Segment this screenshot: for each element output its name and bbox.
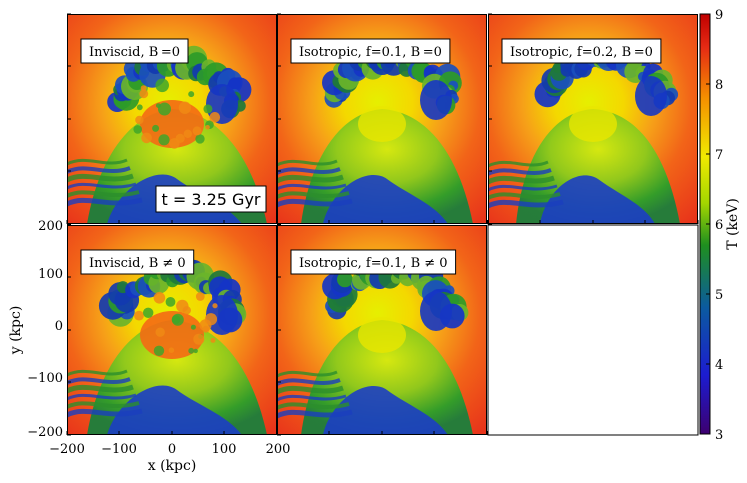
y-tick-label: 100	[38, 267, 63, 282]
colorbar-tick-label: 3	[715, 428, 723, 443]
time-label-box: t = 3.25 Gyr	[155, 185, 267, 213]
colorbar-label: T (keV)	[725, 198, 741, 250]
svg-text:Isotropic, f=0.1, B =0: Isotropic, f=0.1, B =0	[299, 45, 442, 60]
top-right-x-tick: 200	[266, 442, 291, 457]
x-tick-label: −200	[49, 442, 85, 457]
panel-label: Inviscid, B ≠ 0	[80, 249, 195, 275]
x-tick-label: 100	[212, 442, 237, 457]
y-tick-label: 0	[55, 319, 63, 334]
colorbar-tick-label: 5	[715, 288, 723, 303]
colorbar-tick-label: 6	[715, 218, 723, 233]
x-axis-label: x (kpc)	[148, 458, 197, 474]
colorbar-tick-label: 7	[715, 148, 723, 163]
svg-text:Inviscid, B ≠ 0: Inviscid, B ≠ 0	[89, 256, 186, 271]
svg-text:Inviscid, B =0: Inviscid, B =0	[89, 45, 180, 60]
colorbar-tick-label: 8	[715, 78, 723, 93]
empty-panel	[487, 224, 699, 436]
simulation-panel: Isotropic, f=0.2, B =0	[487, 13, 699, 225]
panel-label: Isotropic, f=0.1, B ≠ 0	[290, 249, 457, 275]
panel-label: Isotropic, f=0.1, B =0	[290, 38, 451, 64]
cold-front	[322, 252, 469, 331]
simulation-panel: Isotropic, f=0.1, B =0	[276, 13, 488, 225]
colorbar: 9 8 7 6 5 4 3 T (keV)	[699, 8, 741, 443]
panel-label: Isotropic, f=0.2, B =0	[501, 38, 662, 64]
x-tick-label: 0	[168, 442, 176, 457]
simulation-panel: Inviscid, B ≠ 0	[66, 224, 278, 436]
cold-front	[107, 45, 252, 149]
time-label: t = 3.25 Gyr	[161, 190, 260, 209]
y-axis: 200 100 0 −100 −200 y (kpc)	[8, 219, 63, 440]
y-axis-label: y (kpc)	[8, 306, 24, 356]
panel-label: Inviscid, B =0	[80, 38, 189, 64]
y-tick-label: −100	[27, 371, 63, 386]
y-tick-label: 200	[38, 219, 63, 234]
x-tick-label: −100	[101, 442, 137, 457]
y-tick-label: −200	[27, 425, 63, 440]
simulation-panel: Isotropic, f=0.1, B ≠ 0	[276, 224, 488, 436]
svg-text:Isotropic, f=0.2, B =0: Isotropic, f=0.2, B =0	[510, 45, 653, 60]
x-axis: −200 −100 0 100 x (kpc) 200	[49, 442, 290, 474]
colorbar-tick-label: 4	[715, 358, 723, 373]
colorbar-tick-label: 9	[715, 8, 723, 23]
svg-text:Isotropic, f=0.1, B ≠ 0: Isotropic, f=0.1, B ≠ 0	[299, 256, 448, 271]
